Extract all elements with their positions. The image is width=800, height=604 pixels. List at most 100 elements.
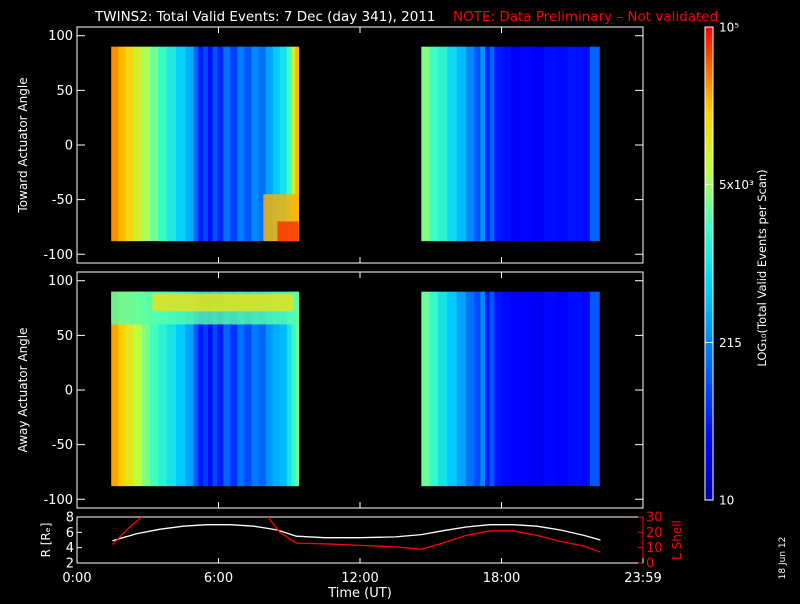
heat-column [244,46,252,242]
time-tick-label: 0:00 [62,571,91,586]
l-shell-tick-label: 30 [646,511,663,526]
y-tick-label: -100 [43,248,73,263]
l-shell-tick-label: 0 [646,557,654,572]
heat-column [118,46,126,242]
r-tick-label: 2 [66,557,74,572]
heat-column [510,46,521,242]
heat-column [520,291,533,487]
heat-column [212,291,218,487]
heat-column [258,291,267,487]
heat-column [532,46,545,242]
r-axis-label: R [Rₑ] [39,523,53,558]
heat-column [217,291,224,487]
l-shell-tick-label: 10 [646,541,663,556]
time-axis-label: Time (UT) [327,586,392,600]
heat-column [520,46,533,242]
away-y-axis: 100 50 0 -50 -100 [43,274,643,508]
heat-column [237,46,245,242]
heat-column [555,291,568,487]
heat-column [494,46,502,242]
heat-column [203,291,209,487]
heat-column [447,46,458,242]
heat-column [480,46,486,242]
heat-column [223,291,231,487]
heat-column [579,46,591,242]
colorbar-gradient [705,27,713,500]
colorbar-tick-label: 10⁵ [719,21,739,35]
time-tick-label: 12:00 [341,571,378,586]
heat-column [193,291,199,487]
heat-column [141,291,151,487]
toward-x-ticks [76,27,644,263]
heat-column [185,46,195,242]
plot-title: TWINS2: Total Valid Events: 7 Dec (day 3… [94,9,436,25]
heat-column [230,46,238,242]
heat-column [286,291,293,487]
heat-column [251,46,259,242]
heat-column [474,291,481,487]
heat-column [484,291,491,487]
date-stamp: 18 Jun 12 [778,537,788,580]
heat-column [203,46,209,242]
y-tick-label: -100 [43,493,73,508]
heat-region [152,293,294,312]
toward-panel: 100 50 0 -50 -100 Toward Actuator Angle [16,26,644,264]
y-tick-label: 0 [65,139,73,154]
heat-column [543,46,557,242]
time-tick-label: 6:00 [204,571,233,586]
heat-column [484,46,491,242]
heat-column [166,46,177,242]
colorbar: 10 215 5x10³ 10⁵ LOG₁₀(Total Valid Events p… [704,21,769,508]
heat-column [198,46,204,242]
heat-column [125,291,134,487]
heat-column [532,291,545,487]
y-tick-label: 50 [56,84,73,99]
heat-column [501,46,512,242]
heat-column [291,46,296,242]
y-tick-label: 100 [48,29,73,44]
heat-column [279,46,288,242]
y-tick-label: 100 [48,274,73,289]
heat-column [286,46,293,242]
heat-column [295,291,300,487]
heat-region [277,221,299,242]
heat-column [166,291,177,487]
heat-column [510,291,521,487]
away-heatmap [111,291,600,487]
heat-column [474,46,481,242]
orbit-lines [111,516,601,553]
r-tick-label: 8 [66,511,74,526]
r-tick-label: 6 [66,526,74,541]
heat-column [447,291,458,487]
time-tick-label: 18:00 [483,571,520,586]
y-tick-label: -50 [52,193,73,208]
heat-column [421,46,430,242]
l-shell-series-line [111,516,143,546]
colorbar-tick-label: 215 [719,336,742,350]
heat-column [230,291,238,487]
colorbar-tick-label: 5x10³ [719,178,754,192]
heat-column [111,46,119,242]
heat-column [466,291,475,487]
r-tick-label: 4 [66,541,74,556]
heat-column [567,46,580,242]
heat-column [150,46,159,242]
heat-column [158,291,168,487]
heat-column [207,46,214,242]
heat-column [429,46,439,242]
heat-column [272,46,281,242]
heat-column [207,291,214,487]
time-axis: 0:00 6:00 12:00 18:00 23:59 [62,558,662,586]
heat-column [150,291,159,487]
preliminary-note: NOTE: Data Preliminary – Not validated [453,9,718,25]
y-tick-label: -50 [52,438,73,453]
heat-column [480,291,486,487]
y-tick-label: 50 [56,329,73,344]
r-series-line [112,524,601,542]
heat-column [456,291,467,487]
heat-column [118,291,126,487]
heat-column [279,291,288,487]
